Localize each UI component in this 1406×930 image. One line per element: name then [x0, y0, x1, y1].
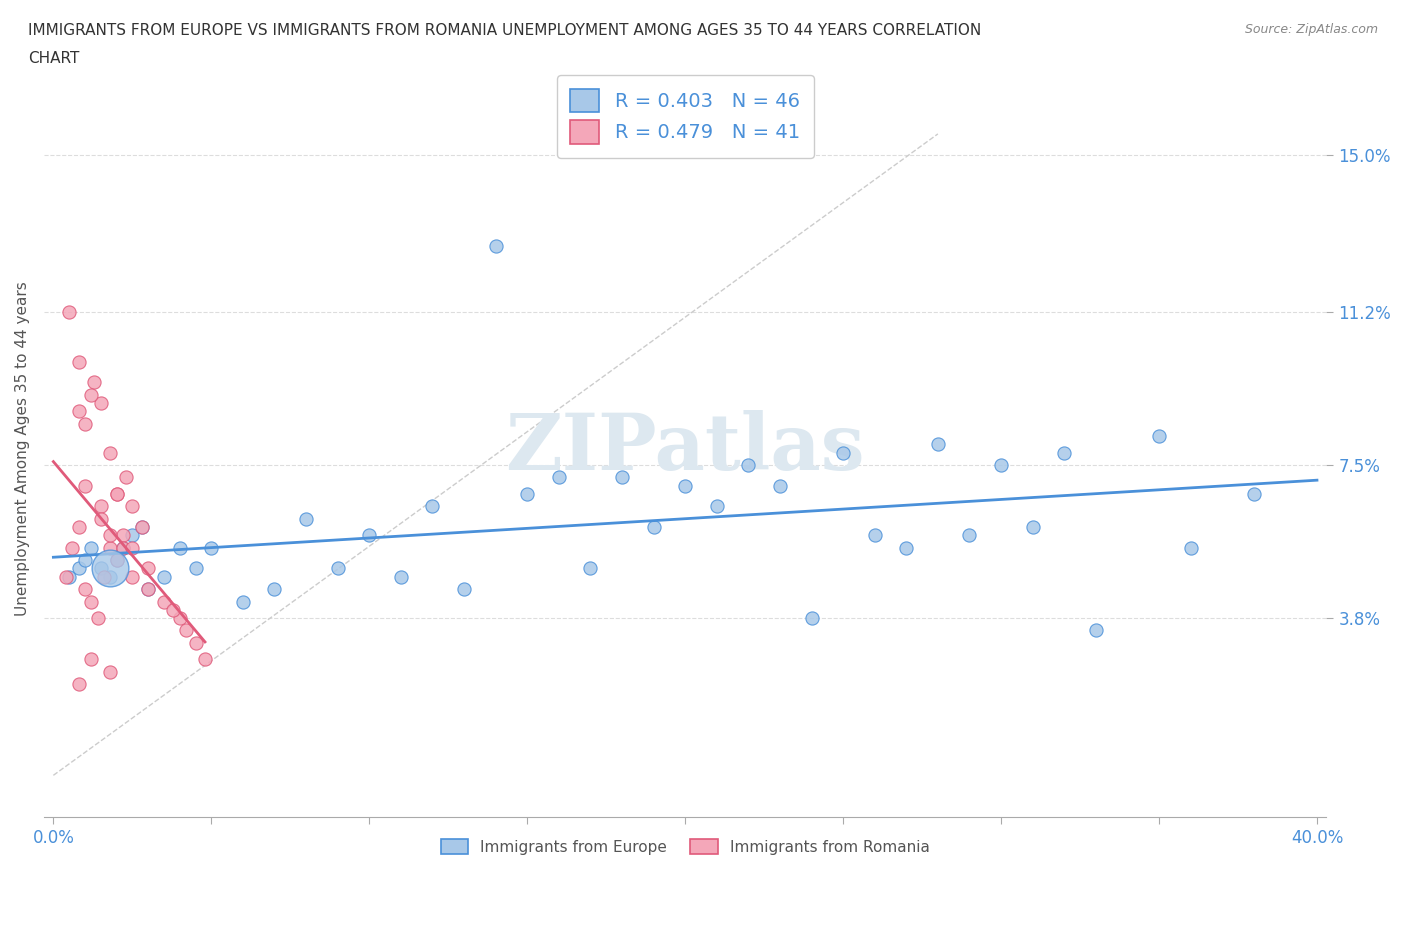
Point [136, 581, 159, 596]
Point [1180, 540, 1202, 555]
Point [58, 569, 80, 584]
Point [90, 498, 112, 513]
Point [73, 478, 96, 493]
Point [90, 395, 112, 410]
Point [1021, 520, 1043, 535]
Point [60, 540, 83, 555]
Point [73, 552, 96, 567]
Point [1243, 486, 1265, 501]
Point [111, 528, 134, 543]
Point [73, 416, 96, 431]
Point [295, 512, 318, 526]
Point [98, 528, 121, 543]
Point [136, 581, 159, 596]
Point [105, 552, 128, 567]
Point [359, 528, 381, 543]
Point [547, 470, 569, 485]
Point [800, 611, 823, 626]
Point [706, 498, 728, 513]
Text: ZIPatlas: ZIPatlas [505, 410, 865, 486]
Point [153, 594, 176, 609]
Point [769, 478, 792, 493]
Point [131, 520, 153, 535]
Point [896, 540, 918, 555]
Point [121, 528, 143, 543]
Point [90, 561, 112, 576]
Point [194, 652, 217, 667]
Point [121, 498, 143, 513]
Point [55, 569, 77, 584]
Point [136, 561, 159, 576]
Point [643, 520, 665, 535]
Point [111, 540, 134, 555]
Point [200, 540, 222, 555]
Point [863, 528, 886, 543]
Point [832, 445, 855, 460]
Point [83, 375, 105, 390]
Y-axis label: Unemployment Among Ages 35 to 44 years: Unemployment Among Ages 35 to 44 years [15, 281, 30, 616]
Point [673, 478, 696, 493]
Point [1147, 429, 1170, 444]
Point [98, 664, 121, 679]
Point [1084, 623, 1107, 638]
Point [131, 520, 153, 535]
Point [579, 561, 602, 576]
Point [73, 581, 96, 596]
Point [326, 561, 349, 576]
Point [737, 458, 759, 472]
Point [516, 486, 538, 501]
Point [67, 677, 90, 692]
Point [610, 470, 633, 485]
Point [115, 470, 138, 485]
Text: CHART: CHART [28, 51, 80, 66]
Point [67, 520, 90, 535]
Point [80, 540, 103, 555]
Point [93, 569, 115, 584]
Point [184, 635, 207, 650]
Point [80, 652, 103, 667]
Point [121, 569, 143, 584]
Point [162, 603, 184, 618]
Point [990, 458, 1012, 472]
Point [67, 354, 90, 369]
Point [86, 611, 108, 626]
Point [105, 486, 128, 501]
Point [169, 540, 191, 555]
Point [80, 387, 103, 402]
Point [105, 552, 128, 567]
Point [1053, 445, 1076, 460]
Point [422, 498, 444, 513]
Point [232, 594, 254, 609]
Point [98, 445, 121, 460]
Point [121, 540, 143, 555]
Point [389, 569, 412, 584]
Point [927, 437, 949, 452]
Point [959, 528, 981, 543]
Point [485, 238, 508, 253]
Point [105, 486, 128, 501]
Point [67, 561, 90, 576]
Point [169, 611, 191, 626]
Point [90, 512, 112, 526]
Point [98, 561, 121, 576]
Point [67, 404, 90, 418]
Point [80, 594, 103, 609]
Point [453, 581, 475, 596]
Point [98, 540, 121, 555]
Point [98, 569, 121, 584]
Point [174, 623, 197, 638]
Point [184, 561, 207, 576]
Point [111, 540, 134, 555]
Point [153, 569, 176, 584]
Point [263, 581, 285, 596]
Text: IMMIGRANTS FROM EUROPE VS IMMIGRANTS FROM ROMANIA UNEMPLOYMENT AMONG AGES 35 TO : IMMIGRANTS FROM EUROPE VS IMMIGRANTS FRO… [28, 23, 981, 38]
Point [58, 304, 80, 319]
Text: Source: ZipAtlas.com: Source: ZipAtlas.com [1244, 23, 1378, 36]
Legend: Immigrants from Europe, Immigrants from Romania: Immigrants from Europe, Immigrants from … [434, 832, 936, 860]
